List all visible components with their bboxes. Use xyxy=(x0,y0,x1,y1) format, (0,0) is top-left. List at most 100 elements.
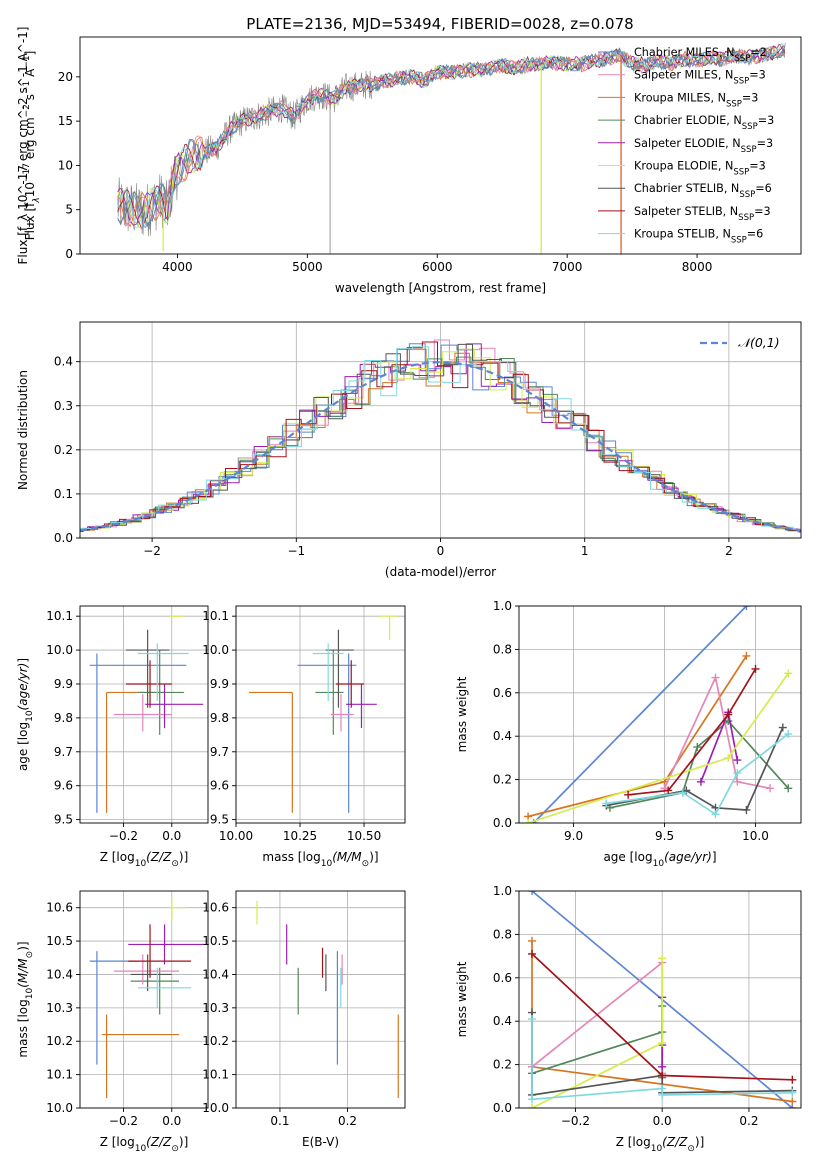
age-weight-marker xyxy=(624,790,633,799)
age-weight-xtick-label: 9.5 xyxy=(655,829,674,843)
age-weight-marker xyxy=(742,651,751,660)
z-age-ytick-label: 10.1 xyxy=(46,609,73,623)
z-age-xlabel: Z [log10(Z/Z⊙)] xyxy=(100,850,189,869)
spectrum-ytick-label: 15 xyxy=(58,114,73,128)
residuals-ytick-label: 0.1 xyxy=(54,487,73,501)
spectrum-ytick-label: 20 xyxy=(58,70,73,84)
ebv-mass-frame xyxy=(235,890,406,1109)
age-weight-marker xyxy=(766,784,775,793)
spectrum-model-line xyxy=(117,42,785,229)
z-weight-ytick-label: 0.6 xyxy=(493,971,512,985)
age-weight-marker xyxy=(711,810,720,819)
z-mass-frame xyxy=(79,890,209,1109)
age-weight-marker xyxy=(733,777,742,786)
ebv-mass-panel: 0.1 0.2 10.0 10.1 10.2 10.3 10.4 10.5 10.6 E(B-V) xyxy=(202,890,406,1149)
z-age-xtick-label: −0.2 xyxy=(109,829,138,843)
z-mass-ytick-label: 10.6 xyxy=(46,901,73,915)
ebv-mass-ytick-label: 10.2 xyxy=(202,1034,229,1048)
spectrum-plot-area xyxy=(117,42,786,254)
z-weight-xtick-label: −0.2 xyxy=(561,1114,590,1128)
age-weight-marker xyxy=(784,784,793,793)
z-weight-marker xyxy=(528,949,537,958)
age-weight-series-line xyxy=(609,719,789,809)
spectrum-legend-entry: Chabrier ELODIE, NSSP=3 xyxy=(634,114,774,132)
mass-age-ytick-label: 9.7 xyxy=(210,745,229,759)
age-weight-panel: 9.0 9.5 10.0 0.0 0.2 0.4 0.6 0.8 1.0 age [log10(a… xyxy=(455,599,802,869)
age-weight-marker xyxy=(733,769,742,778)
z-mass-ytick-label: 10.2 xyxy=(46,1034,73,1048)
age-weight-marker xyxy=(784,730,793,739)
z-weight-ytick-label: 0.2 xyxy=(493,1058,512,1072)
z-mass-ytick-label: 10.3 xyxy=(46,1001,73,1015)
age-weight-marker xyxy=(602,799,611,808)
ebv-mass-xtick-label: 0.2 xyxy=(338,1114,357,1128)
z-weight-marker xyxy=(658,1090,667,1099)
spectrum-panel: 4000 5000 6000 7000 8000 0 5 10 15 20 wavelength [… xyxy=(16,27,802,295)
z-mass-panel: −0.2 0.0 10.0 10.1 10.2 10.3 10.4 10.5 10.6 Z [lo… xyxy=(16,890,209,1154)
ebv-mass-xlabel: E(B-V) xyxy=(302,1135,339,1149)
mass-age-plot-area xyxy=(248,615,398,813)
z-weight-plot-area xyxy=(528,891,797,1108)
age-weight-ytick-label: 0.4 xyxy=(493,729,512,743)
spectrum-xtick-label: 8000 xyxy=(682,260,713,274)
z-weight-series-line xyxy=(531,1006,664,1078)
residuals-panel: −2 −1 0 1 2 0.0 0.1 0.2 0.3 0.4 (data-model)/error… xyxy=(16,321,802,579)
z-mass-ytick-label: 10.1 xyxy=(46,1068,73,1082)
residuals-xtick-label: −1 xyxy=(287,544,305,558)
residuals-legend-entry: 𝒩(0,1) xyxy=(738,335,780,350)
residuals-ylabel: Normed distribution xyxy=(16,370,30,490)
residuals-xtick-label: 0 xyxy=(437,544,445,558)
age-weight-marker xyxy=(733,756,742,765)
spectrum-legend-entry: Salpeter ELODIE, NSSP=3 xyxy=(634,137,773,155)
z-age-ytick-label: 9.6 xyxy=(54,779,73,793)
z-weight-marker xyxy=(528,1095,537,1104)
age-weight-series-line xyxy=(628,668,757,796)
ebv-mass-ytick-label: 10.4 xyxy=(202,967,229,981)
spectrum-legend-entry: Salpeter STELIB, NSSP=3 xyxy=(634,205,771,223)
z-mass-ylabel: mass [log10(M/M⊙)] xyxy=(16,941,35,1057)
z-weight-frame xyxy=(518,890,802,1109)
z-weight-ylabel: mass weight xyxy=(455,961,469,1037)
mass-age-ytick-label: 9.8 xyxy=(210,711,229,725)
mass-age-xlabel: mass [log10(M/M⊙)] xyxy=(262,850,378,869)
z-weight-ytick-label: 0.0 xyxy=(493,1101,512,1115)
spectrum-xlabel: wavelength [Angstrom, rest frame] xyxy=(335,281,546,295)
spectrum-legend-entry: Salpeter MILES, NSSP=3 xyxy=(634,69,766,87)
z-weight-xlabel: Z [log10(Z/Z⊙)] xyxy=(616,1135,705,1154)
z-age-ytick-label: 9.8 xyxy=(54,711,73,725)
z-weight-marker xyxy=(658,1038,667,1047)
z-age-ytick-label: 9.7 xyxy=(54,745,73,759)
residuals-xtick-label: 1 xyxy=(581,544,589,558)
age-weight-marker xyxy=(524,819,533,823)
figure-title: PLATE=2136, MJD=53494, FIBERID=0028, z=0… xyxy=(246,15,633,33)
mass-age-ytick-label: 10.1 xyxy=(202,609,229,623)
age-weight-marker xyxy=(711,673,720,682)
z-age-xtick-label: 0.0 xyxy=(162,829,181,843)
age-weight-xtick-label: 10.0 xyxy=(742,829,769,843)
ebv-mass-ytick-label: 10.1 xyxy=(202,1068,229,1082)
residuals-ytick-label: 0.0 xyxy=(54,531,73,545)
age-weight-ylabel: mass weight xyxy=(455,676,469,752)
spectrum-ylabel: Flux [f_λ 10^-17 erg cm^-2 s^-1 A^-1] xyxy=(16,27,30,265)
residuals-ytick-label: 0.3 xyxy=(54,399,73,413)
spectrum-ytick-label: 0 xyxy=(65,247,73,261)
age-weight-ytick-label: 0.6 xyxy=(493,686,512,700)
z-age-frame xyxy=(79,605,209,824)
spectrum-frame xyxy=(79,36,802,255)
age-weight-xtick-label: 9.0 xyxy=(564,829,583,843)
ebv-mass-ytick-label: 10.6 xyxy=(202,901,229,915)
z-weight-marker xyxy=(788,1088,797,1097)
spectrum-legend-entry: Kroupa MILES, NSSP=3 xyxy=(634,91,758,109)
ebv-mass-ytick-label: 10.3 xyxy=(202,1001,229,1015)
spectrum-model-line xyxy=(117,45,786,228)
z-mass-plot-area xyxy=(89,897,208,1098)
z-weight-marker xyxy=(788,1075,797,1084)
age-weight-plot-area xyxy=(524,606,793,823)
age-weight-ytick-label: 1.0 xyxy=(493,599,512,613)
z-age-ylabel: age [log10(age/yr)] xyxy=(16,658,35,771)
age-weight-marker xyxy=(664,786,673,795)
mass-age-frame xyxy=(235,605,406,824)
z-weight-marker xyxy=(528,1104,537,1108)
spectrum-ytick-label: 5 xyxy=(65,203,73,217)
z-weight-panel: −0.2 0.0 0.2 0.0 0.2 0.4 0.6 0.8 1.0 Z [log10(Z/Z… xyxy=(455,884,802,1154)
